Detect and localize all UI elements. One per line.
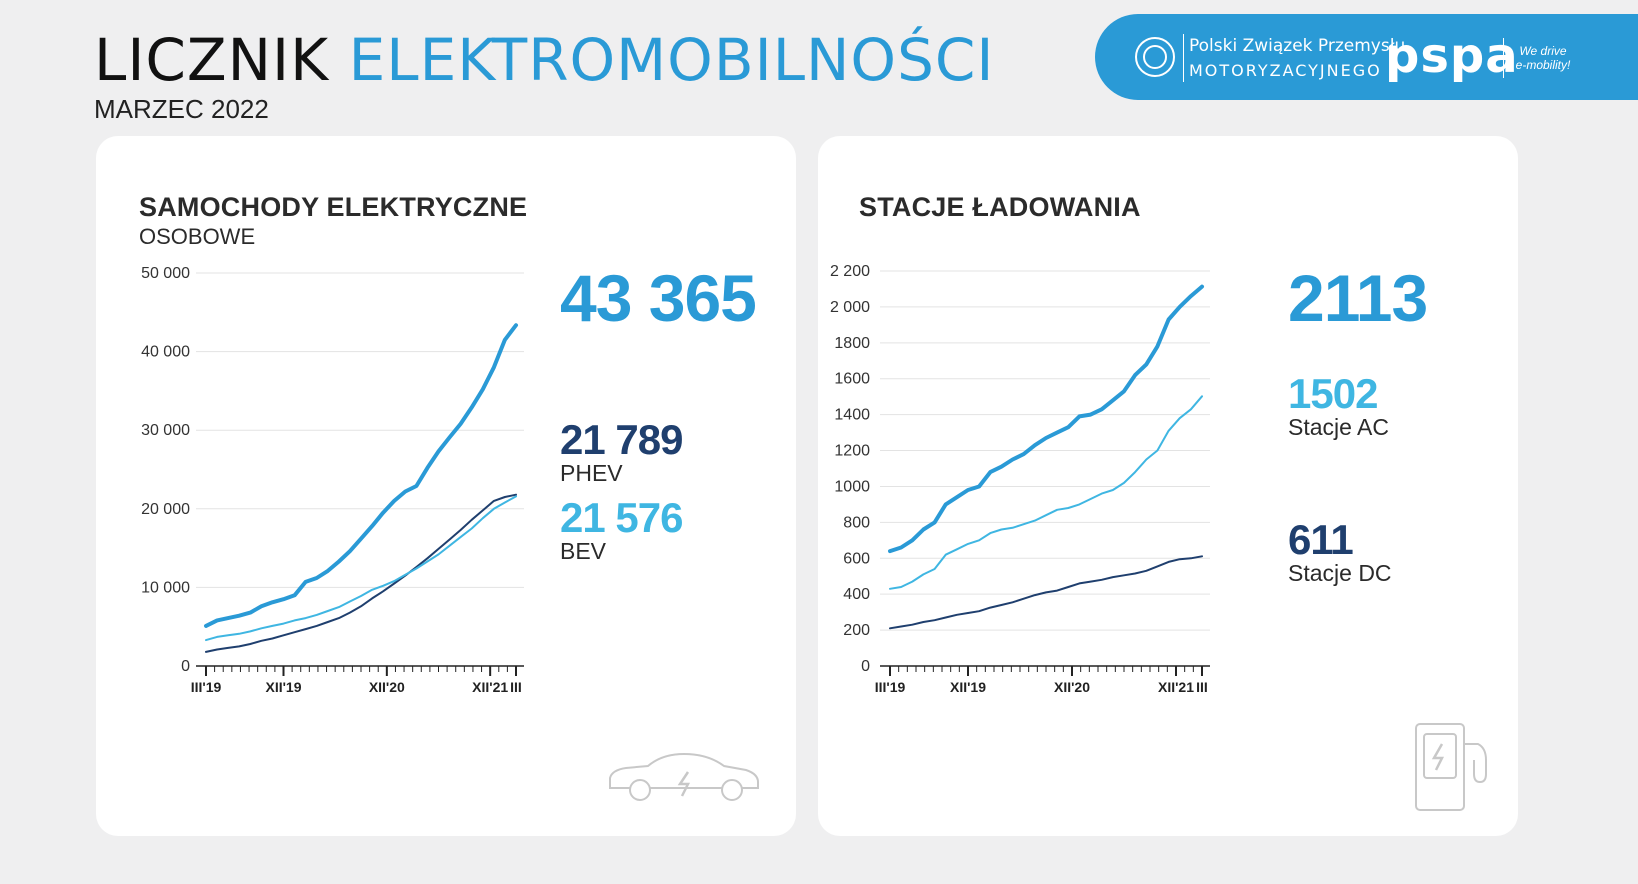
y-tick-label: 0 (861, 658, 870, 675)
y-tick-label: 1000 (834, 478, 870, 495)
cars-total-value: 43 365 (560, 261, 757, 335)
ac-value: 1502 (1288, 370, 1378, 417)
y-tick-label: 1400 (834, 407, 870, 424)
series-line-total (888, 284, 1204, 554)
x-tick-label: XII'20 (1054, 679, 1090, 695)
x-tick-label: XII'19 (950, 679, 986, 695)
y-tick-label: 0 (181, 658, 190, 675)
ac-label: Stacje AC (1288, 414, 1389, 440)
x-tick-label: XII'21 (1158, 679, 1194, 695)
stations-card: STACJE ŁADOWANIA 0 200 400 600 800 1000 1200 14… (818, 136, 1518, 836)
x-tick-label: III (1196, 679, 1208, 695)
stations-total-value: 2113 (1288, 261, 1428, 335)
y-tick-label: 20 000 (141, 501, 190, 518)
y-tick-label: 200 (843, 622, 870, 639)
series-line-ac (889, 395, 1203, 590)
cars-card-title: SAMOCHODY ELEKTRYCZNE (139, 192, 528, 222)
logo-divider (1503, 38, 1504, 78)
cars-card-subtitle: OSOBOWE (139, 224, 256, 249)
x-tick-label: XII'19 (265, 679, 301, 695)
series-line-dc (889, 555, 1203, 630)
y-tick-label: 600 (843, 550, 870, 567)
phev-value: 21 789 (560, 416, 683, 463)
pzpm-name-line1: Polski Związek Przemysłu (1189, 36, 1406, 56)
y-tick-label: 400 (843, 586, 870, 603)
series-line-total (204, 323, 518, 628)
bev-label: BEV (560, 538, 607, 564)
y-tick-label: 10 000 (141, 579, 190, 596)
x-tick-label: III'19 (875, 679, 906, 695)
bev-value: 21 576 (560, 494, 683, 541)
stations-card-title: STACJE ŁADOWANIA (859, 192, 1141, 222)
stations-chart: 0 200 400 600 800 1000 1200 1400 1600 1800 2 000 2 … (830, 263, 1210, 695)
page-title: LICZNIK ELEKTROMOBILNOŚCI (94, 28, 995, 92)
x-tick-label: XII'20 (369, 679, 405, 695)
cars-chart: 0 10 000 20 000 30 000 40 000 50 000 III'19 XII… (141, 265, 524, 695)
x-tick-label: XII'21 (472, 679, 508, 695)
pspa-tagline: We drive e-mobility! (1515, 44, 1571, 72)
y-tick-label: 1800 (834, 335, 870, 352)
cars-card: SAMOCHODY ELEKTRYCZNE OSOBOWE 0 10 000 20 … (96, 136, 796, 836)
x-tick-label: III'19 (191, 679, 222, 695)
pzpm-name-line2: MOTORYZACYJNEGO (1189, 61, 1382, 80)
page-subtitle: MARZEC 2022 (94, 94, 269, 124)
y-tick-label: 1600 (834, 371, 870, 388)
y-tick-label: 2 200 (830, 263, 870, 280)
y-tick-label: 40 000 (141, 344, 190, 361)
phev-label: PHEV (560, 460, 623, 486)
y-tick-label: 30 000 (141, 422, 190, 439)
series-line-phev (205, 493, 517, 653)
electric-car-icon (609, 752, 759, 801)
title-part-2: ELEKTROMOBILNOŚCI (348, 26, 995, 94)
pzpm-logo-icon (1135, 37, 1175, 77)
dc-value: 611 (1288, 516, 1354, 563)
x-tick-label: III (510, 679, 522, 695)
title-part-1: LICZNIK (94, 26, 330, 94)
header: LICZNIK ELEKTROMOBILNOŚCI MARZEC 2022 (94, 28, 995, 125)
y-tick-label: 2 000 (830, 299, 870, 316)
dc-label: Stacje DC (1288, 560, 1392, 586)
charging-station-icon (1415, 723, 1487, 811)
logo-banner: Polski Związek Przemysłu MOTORYZACYJNEGO… (1095, 14, 1638, 100)
logo-divider (1183, 34, 1184, 82)
series-line-bev (205, 495, 517, 642)
pspa-logo: pspa (1385, 28, 1519, 84)
y-tick-label: 800 (843, 514, 870, 531)
y-tick-label: 50 000 (141, 265, 190, 282)
y-tick-label: 1200 (834, 443, 870, 460)
